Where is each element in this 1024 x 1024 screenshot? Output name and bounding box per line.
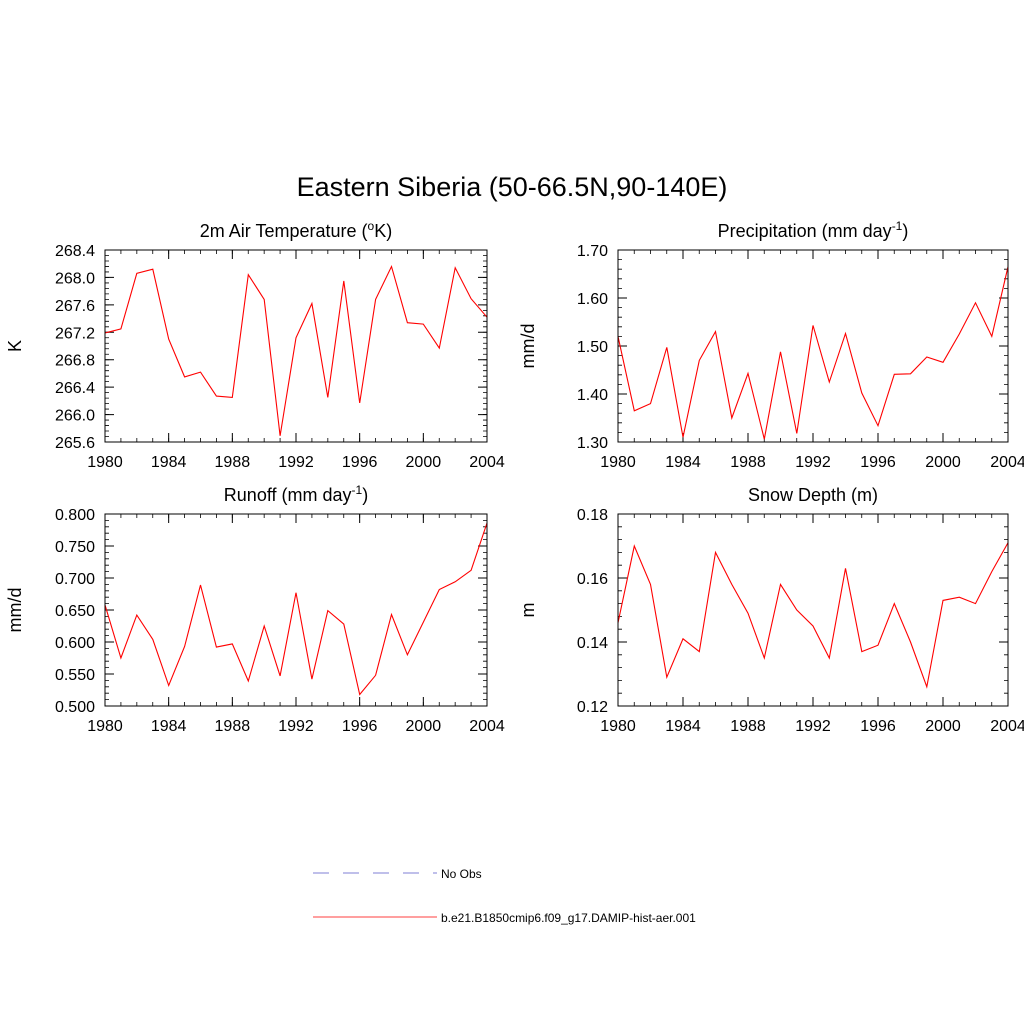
panel-runoff-mm-day-ytick-label-0-700: 0.700 [55,571,95,588]
panel-snow-depth-m-xtick-label-1996: 1996 [860,718,896,735]
panel-runoff-mm-day-ytick-label-0-750: 0.750 [55,539,95,556]
panel-runoff-mm-day-title-text: Runoff (mm day [224,485,352,505]
panel-precipitation-mm-day-minor-ticks [617,249,1009,443]
panel-2m-air-temperature-k-xtick-label-2004: 2004 [469,454,505,471]
panel-runoff-mm-day-xtick-label-1992: 1992 [278,718,314,735]
panel-precipitation-mm-day-xtick-label-1996: 1996 [860,454,896,471]
panel-snow-depth-m-xtick-label-1980: 1980 [600,718,636,735]
panel-runoff-mm-day: Runoff (mm day-1) mm/d 1980 1984 1988 1992 199… [5,483,505,735]
panel-2m-air-temperature-k-ytick-label-268-0: 268.0 [55,270,95,287]
panel-snow-depth-m-xtick-label-1984: 1984 [665,718,701,735]
panel-runoff-mm-day-xtick-label-1980: 1980 [87,718,123,735]
panel-2m-air-temperature-k-xtick-label-1988: 1988 [215,454,251,471]
panel-runoff-mm-day-title: Runoff (mm day-1) [224,483,368,505]
panel-precipitation-mm-day-xtick-label-1984: 1984 [665,454,701,471]
panel-precipitation-mm-day-ytick-label-1-50: 1.50 [577,339,608,356]
panel-snow-depth-m-title: Snow Depth (m) [748,485,878,505]
panel-precipitation-mm-day-title-superscript: -1 [892,219,903,233]
panel-2m-air-temperature-k-ytick-label-266-0: 266.0 [55,408,95,425]
panel-runoff-mm-day-frame [104,513,488,707]
panel-2m-air-temperature-k-ytick-label-267-6: 267.6 [55,298,95,315]
panel-precipitation-mm-day: Precipitation (mm day-1) mm/d 1980 1984 1988… [518,219,1024,471]
panel-2m-air-temperature-k-ytick-label-266-4: 266.4 [55,380,95,397]
panel-runoff-mm-day-xtick-label-2004: 2004 [469,718,505,735]
figure-title: Eastern Siberia (50-66.5N,90-140E) [297,172,728,202]
panel-precipitation-mm-day-ytick-label-1-40: 1.40 [577,387,608,404]
panel-2m-air-temperature-k-xtick-label-1980: 1980 [87,454,123,471]
panel-2m-air-temperature-k-ytick-label-265-6: 265.6 [55,435,95,452]
panel-snow-depth-m-ytick-label-0-12: 0.12 [577,699,608,716]
panel-2m-air-temperature-k-minor-ticks [104,249,488,443]
panel-snow-depth-m-xtick-label-1988: 1988 [730,718,766,735]
panel-runoff-mm-day-ytick-label-0-600: 0.600 [55,635,95,652]
panel-2m-air-temperature-k-series-line [105,264,487,436]
panel-2m-air-temperature-k-xtick-label-1992: 1992 [278,454,314,471]
panel-runoff-mm-day-title-tail: ) [362,485,368,505]
panel-snow-depth-m-series-line [618,542,1008,689]
panel-2m-air-temperature-k-ylabel: K [5,340,25,352]
panel-snow-depth-m-ytick-label-0-16: 0.16 [577,571,608,588]
panel-2m-air-temperature-k-xtick-label-1984: 1984 [151,454,187,471]
panel-2m-air-temperature-k: 2m Air Temperature (oK) K 1980 1984 1988 1992… [5,219,505,471]
panel-2m-air-temperature-k-title-text: 2m Air Temperature ( [200,221,368,241]
panel-runoff-mm-day-ytick-label-0-650: 0.650 [55,603,95,620]
panel-precipitation-mm-day-frame [617,249,1009,443]
panel-snow-depth-m-xtick-label-1992: 1992 [795,718,831,735]
panel-runoff-mm-day-ytick-label-0-800: 0.800 [55,507,95,524]
panel-precipitation-mm-day-ytick-label-1-70: 1.70 [577,243,608,260]
legend-label-no-obs: No Obs [441,867,482,881]
panel-2m-air-temperature-k-ytick-label-268-4: 268.4 [55,243,95,260]
panel-runoff-mm-day-xtick-label-1984: 1984 [151,718,187,735]
panel-2m-air-temperature-k-xtick-label-1996: 1996 [342,454,378,471]
panel-runoff-mm-day-xtick-label-1996: 1996 [342,718,378,735]
panel-precipitation-mm-day-xtick-label-1992: 1992 [795,454,831,471]
panel-snow-depth-m-ytick-label-0-14: 0.14 [577,635,608,652]
panel-precipitation-mm-day-xtick-label-2004: 2004 [990,454,1024,471]
panel-snow-depth-m-ytick-label-0-18: 0.18 [577,507,608,524]
panel-runoff-mm-day-ytick-label-0-500: 0.500 [55,699,95,716]
legend: No Obs b.e21.B1850cmip6.f09_g17.DAMIP-hi… [313,867,696,925]
panel-runoff-mm-day-ylabel: mm/d [5,588,25,633]
panel-precipitation-mm-day-ytick-label-1-60: 1.60 [577,291,608,308]
panel-precipitation-mm-day-ylabel: mm/d [518,324,538,369]
panel-runoff-mm-day-series-line [105,522,487,696]
legend-label-model: b.e21.B1850cmip6.f09_g17.DAMIP-hist-aer.… [441,911,696,925]
panel-precipitation-mm-day-xtick-label-1988: 1988 [730,454,766,471]
panel-precipitation-mm-day-title: Precipitation (mm day-1) [718,219,909,241]
panel-precipitation-mm-day-xtick-label-1980: 1980 [600,454,636,471]
panel-precipitation-mm-day-title-text: Precipitation (mm day [718,221,892,241]
panel-runoff-mm-day-xtick-label-1988: 1988 [215,718,251,735]
panel-2m-air-temperature-k-xtick-label-2000: 2000 [406,454,442,471]
panel-runoff-mm-day-ytick-label-0-550: 0.550 [55,667,95,684]
panel-2m-air-temperature-k-ytick-label-266-8: 266.8 [55,353,95,370]
panel-snow-depth-m-ylabel: m [518,603,538,618]
panel-precipitation-mm-day-ytick-label-1-30: 1.30 [577,435,608,452]
panel-snow-depth-m-minor-ticks [617,513,1009,707]
panel-2m-air-temperature-k-ytick-label-267-2: 267.2 [55,325,95,342]
panel-precipitation-mm-day-xtick-label-2000: 2000 [925,454,961,471]
panel-precipitation-mm-day-title-tail: ) [902,221,908,241]
panel-snow-depth-m: Snow Depth (m) m 1980 1984 1988 1992 1996 2000 2… [518,485,1024,735]
panel-runoff-mm-day-title-superscript: -1 [352,483,363,497]
panel-snow-depth-m-title-text: Snow Depth (m) [748,485,878,505]
panel-2m-air-temperature-k-frame [104,249,488,443]
panel-2m-air-temperature-k-title-superscript: o [368,219,375,233]
panel-runoff-mm-day-xtick-label-2000: 2000 [406,718,442,735]
panel-precipitation-mm-day-series-line [618,266,1008,440]
panel-2m-air-temperature-k-title-tail: K) [374,221,392,241]
panel-2m-air-temperature-k-title: 2m Air Temperature (oK) [200,219,392,241]
panel-snow-depth-m-xtick-label-2000: 2000 [925,718,961,735]
panel-snow-depth-m-frame [617,513,1009,707]
panels: 2m Air Temperature (oK) K 1980 1984 1988 1992… [5,219,1024,735]
panel-snow-depth-m-xtick-label-2004: 2004 [990,718,1024,735]
